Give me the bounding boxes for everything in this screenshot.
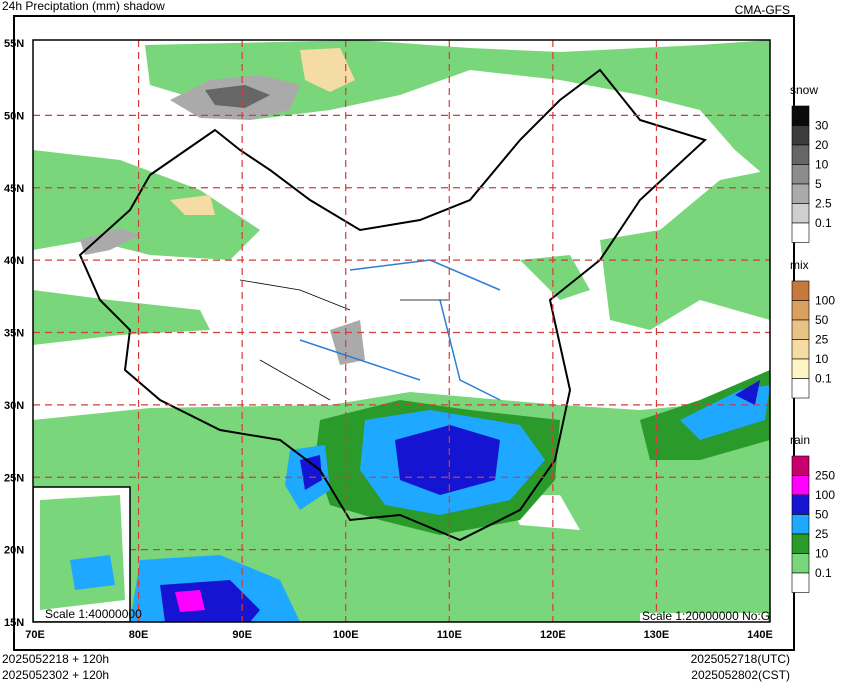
init-cst: 2025052302 + 120h [2, 668, 109, 682]
legend-label: 25 [815, 333, 829, 347]
scale-inset: Scale 1:40000000 [45, 607, 142, 621]
lat-label: 15N [4, 617, 24, 629]
lon-label: 80E [129, 629, 149, 641]
legend-label: 10 [815, 547, 829, 561]
lon-label: 110E [437, 629, 462, 641]
legend-label: 2.5 [815, 197, 832, 211]
legend-label: 20 [815, 138, 829, 152]
lat-label: 25N [4, 472, 24, 484]
legend-title: snow [790, 83, 818, 97]
legend-swatch [791, 164, 810, 185]
legend-swatch [791, 514, 810, 535]
map-frame [32, 39, 771, 623]
lon-label: 130E [644, 629, 670, 641]
title: 24h Preciptation (mm) shadow [2, 0, 165, 13]
lon-label: 90E [232, 629, 252, 641]
lat-label: 35N [4, 328, 24, 340]
legend-swatch [791, 494, 810, 515]
legend-swatch [791, 105, 810, 126]
legend-label: 50 [815, 508, 829, 522]
legend-swatch [791, 203, 810, 224]
legend-label: 250 [815, 469, 835, 483]
legend-swatch [791, 553, 810, 574]
lon-label: 70E [25, 629, 45, 641]
valid-cst: 2025052802(CST) [691, 668, 790, 682]
source: CMA-GFS [735, 3, 790, 17]
legend-label: 0.1 [815, 216, 832, 230]
legend-swatch [791, 183, 810, 204]
legend-swatch [791, 378, 810, 399]
legend-swatch [791, 222, 810, 243]
lat-label: 50N [4, 110, 24, 122]
legend-swatch [791, 319, 810, 340]
legend-swatch [791, 572, 810, 593]
legend-swatch [791, 475, 810, 496]
legend-swatch [791, 300, 810, 321]
legend-label: 50 [815, 313, 829, 327]
lat-label: 20N [4, 545, 24, 557]
legend-label: 10 [815, 158, 829, 172]
lat-label: 30N [4, 400, 24, 412]
legend-swatch [791, 455, 810, 476]
legend-swatch [791, 339, 810, 360]
lat-label: 40N [4, 255, 24, 267]
legend-label: 30 [815, 119, 829, 133]
legend-label: 5 [815, 177, 822, 191]
lat-label: 45N [4, 183, 24, 195]
valid-utc: 2025052718(UTC) [691, 652, 790, 666]
lat-label: 55N [4, 38, 24, 50]
legend-label: 0.1 [815, 372, 832, 386]
legend-swatch [791, 280, 810, 301]
legend-label: 10 [815, 352, 829, 366]
legend-swatch [791, 125, 810, 146]
legend-swatch [791, 533, 810, 554]
scale-main: Scale 1:20000000 No:GS (2019) 1786 [642, 609, 841, 623]
legend-label: 100 [815, 294, 835, 308]
legend-swatch [791, 144, 810, 165]
legend-title: rain [790, 433, 810, 447]
lon-label: 140E [747, 629, 773, 641]
lon-label: 120E [540, 629, 566, 641]
legend-title: mix [790, 258, 809, 272]
legend-label: 100 [815, 488, 835, 502]
lon-label: 100E [333, 629, 359, 641]
legend-label: 0.1 [815, 566, 832, 580]
legend-swatch [791, 358, 810, 379]
init-utc: 2025052218 + 120h [2, 652, 109, 666]
map-area: Scale 1:40000000 Scale 1:20000000 No:GS … [33, 40, 841, 623]
legend-label: 25 [815, 527, 829, 541]
